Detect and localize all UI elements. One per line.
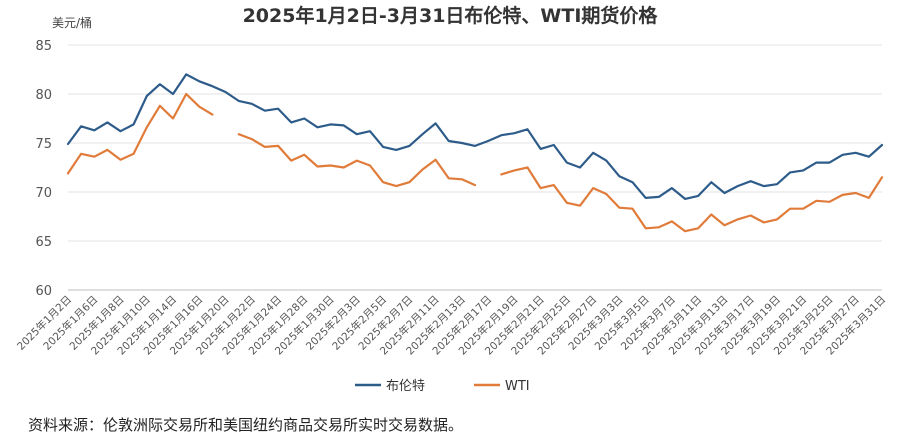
series-line-brent: [66, 73, 884, 200]
legend-label: WTI: [505, 379, 530, 394]
y-axis-unit-label: 美元/桶: [52, 15, 92, 30]
x-axis-ticks: 2025年1月2日2025年1月6日2025年1月8日2025年1月10日202…: [14, 293, 888, 358]
gridlines: [68, 44, 882, 291]
y-tick-label: 60: [35, 284, 52, 299]
y-tick-label: 65: [35, 235, 52, 250]
y-tick-label: 70: [35, 186, 52, 201]
source-note: 资料来源：伦敦洲际交易所和美国纽约商品交易所实时交易数据。: [28, 416, 464, 434]
series-lines: [66, 73, 884, 233]
y-tick-label: 75: [35, 137, 52, 152]
y-axis-ticks: 60 65 70 75 80 85: [35, 39, 52, 299]
series-line-wti: [66, 92, 884, 233]
legend: 布伦特 WTI: [355, 379, 530, 394]
legend-label: 布伦特: [386, 379, 425, 394]
y-tick-label: 85: [35, 39, 52, 54]
y-tick-label: 80: [35, 88, 52, 103]
chart-title: 2025年1月2日-3月31日布伦特、WTI期货价格: [243, 4, 659, 27]
